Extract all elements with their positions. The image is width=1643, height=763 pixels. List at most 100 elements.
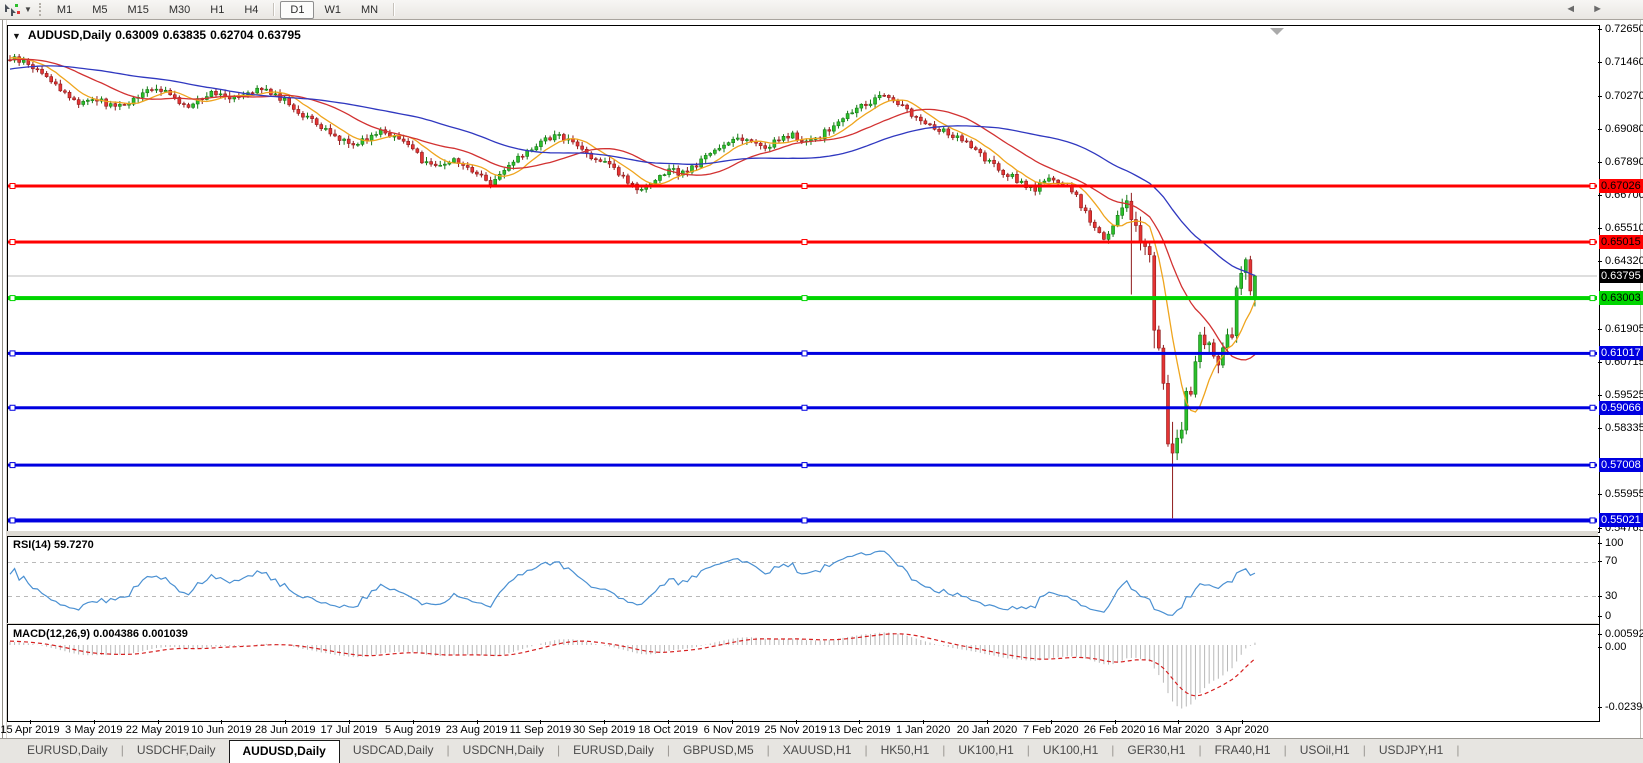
chart-symbol-period: AUDUSD,Daily xyxy=(27,28,112,42)
ohlc-high: 0.63835 xyxy=(162,28,207,42)
chart-tab-eurusd-daily[interactable]: EURUSD,Daily xyxy=(27,743,108,757)
tab-separator: | xyxy=(1283,743,1287,757)
price-tick xyxy=(1598,95,1602,97)
price-tick-label: 0.71460 xyxy=(1605,56,1643,69)
timeframe-button-h1[interactable]: H1 xyxy=(210,3,225,16)
date-tick xyxy=(412,720,414,724)
hline-handle xyxy=(9,517,16,524)
rsi-axis-label: 70 xyxy=(1605,555,1618,567)
date-label: 30 Sep 2019 xyxy=(572,724,636,736)
date-tick xyxy=(1178,720,1180,724)
date-label: 6 Nov 2019 xyxy=(703,724,760,736)
tab-scroll-arrows: ◄► xyxy=(1565,3,1619,15)
toolbar-separator xyxy=(273,3,276,16)
chart-tab-ger30-h1[interactable]: GER30,H1 xyxy=(1127,743,1186,757)
macd-signal-line xyxy=(9,633,1256,697)
ma-line-21 xyxy=(9,58,1256,361)
tab-separator: | xyxy=(1026,743,1030,757)
pane-divider[interactable] xyxy=(7,531,1598,536)
chart-tab-usdcad-daily[interactable]: USDCAD,Daily xyxy=(352,743,434,757)
price-tick-label: 0.58335 xyxy=(1605,422,1643,435)
chart-tab-usoil-h1[interactable]: USOil,H1 xyxy=(1299,743,1350,757)
candles-series xyxy=(8,53,1257,519)
timeframe-button-m30[interactable]: M30 xyxy=(168,3,191,16)
ohlc-open: 0.63009 xyxy=(115,28,159,42)
timeframe-toolbar: ▼ M1 M5 M15 M30 H1 H4 D1 W1 MN xyxy=(0,0,1643,20)
tab-separator: | xyxy=(1198,743,1202,757)
chart-tab-audusd-daily[interactable]: AUDUSD,Daily xyxy=(228,740,340,763)
macd-label: MACD(12,26,9) 0.004386 0.001039 xyxy=(13,628,188,640)
price-tick xyxy=(1598,394,1602,396)
chart-title[interactable]: ▼ AUDUSD,Daily 0.63009 0.63835 0.62704 0.6379… xyxy=(12,28,305,42)
date-label: 1 Jan 2020 xyxy=(895,724,951,736)
date-tick xyxy=(349,720,350,724)
price-tick xyxy=(1598,428,1602,430)
price-tick-label: 0.59525 xyxy=(1605,388,1643,401)
hline-handle xyxy=(9,183,16,189)
price-tick xyxy=(1598,29,1602,31)
tab-scroll-left-icon[interactable]: ◄ xyxy=(1565,3,1593,15)
date-tick xyxy=(987,720,988,724)
macd-axis-label: -0.023944 xyxy=(1605,701,1643,713)
main-price-pane[interactable] xyxy=(7,25,1600,533)
chart-tab-xauusd-h1[interactable]: XAUUSD,H1 xyxy=(782,743,852,757)
chart-tab-uk100-h1[interactable]: UK100,H1 xyxy=(1042,743,1099,757)
timeframe-button-d1[interactable]: D1 xyxy=(280,0,315,19)
price-tick xyxy=(1598,62,1602,64)
chart-profile-icon[interactable] xyxy=(3,2,21,17)
toolbar-drag-handle[interactable] xyxy=(38,3,41,16)
price-tick xyxy=(1598,361,1602,363)
chart-tab-eurusd-daily[interactable]: EURUSD,Daily xyxy=(573,743,654,757)
date-tick xyxy=(157,720,159,724)
price-tick xyxy=(1598,128,1602,130)
timeframe-button-w1[interactable]: W1 xyxy=(324,3,341,16)
tab-separator: | xyxy=(864,743,868,757)
timeframe-button-m5[interactable]: M5 xyxy=(92,3,108,16)
chart-tab-usdjpy-h1[interactable]: USDJPY,H1 xyxy=(1378,743,1444,757)
chart-tab-uk100-h1[interactable]: UK100,H1 xyxy=(958,743,1014,757)
rsi-pane[interactable] xyxy=(7,536,1600,625)
chart-tab-usdcnh-daily[interactable]: USDCNH,Daily xyxy=(462,743,545,757)
price-tick-label: 0.55955 xyxy=(1605,488,1643,501)
chart-tab-fra40-h1[interactable]: FRA40,H1 xyxy=(1214,743,1271,757)
price-tick xyxy=(1598,161,1602,163)
chart-tab-hk50-h1[interactable]: HK50,H1 xyxy=(880,743,930,757)
date-tick xyxy=(221,720,223,724)
chevron-down-icon[interactable]: ▼ xyxy=(24,5,32,14)
hline-handle xyxy=(9,239,16,246)
date-label: 3 Apr 2020 xyxy=(1215,724,1269,736)
price-badge-0.65015: 0.65015 xyxy=(1599,235,1643,250)
date-label: 28 Jun 2019 xyxy=(254,724,316,736)
pane-divider[interactable] xyxy=(7,623,1598,624)
chart-tab-gbpusd-m5[interactable]: GBPUSD,M5 xyxy=(682,743,754,757)
chart-tab-bar: EURUSD,Daily | USDCHF,Daily AUDUSD,Daily USD… xyxy=(0,738,1643,763)
price-badge-0.67026: 0.67026 xyxy=(1599,179,1643,193)
timeframe-button-m15[interactable]: M15 xyxy=(127,3,149,16)
timeframe-button-m1[interactable]: M1 xyxy=(56,3,73,16)
tab-scroll-right-icon[interactable]: ► xyxy=(1592,3,1619,15)
macd-pane[interactable] xyxy=(7,624,1600,722)
hline-handle xyxy=(1589,462,1596,469)
ma-line-8 xyxy=(9,57,1256,413)
hline-handle xyxy=(9,295,16,302)
timeframe-buttons: M1 M5 M15 M30 H1 H4 D1 W1 MN xyxy=(47,0,400,19)
timeframe-button-h4[interactable]: H4 xyxy=(244,3,259,16)
rsi-line xyxy=(9,550,1256,616)
hline-handle xyxy=(801,295,808,302)
rsi-chart xyxy=(8,550,1597,616)
date-tick xyxy=(859,720,861,724)
price-tick-label: 0.69080 xyxy=(1605,122,1643,135)
tab-separator: | xyxy=(1362,743,1366,757)
candlestick-chart xyxy=(8,28,1597,524)
date-tick xyxy=(540,720,542,724)
price-tick xyxy=(1598,328,1602,330)
date-label: 13 Dec 2019 xyxy=(828,724,891,736)
timeframe-button-mn[interactable]: MN xyxy=(360,3,379,16)
chart-tab-usdchf-daily[interactable]: USDCHF,Daily xyxy=(136,743,216,757)
hline-handle xyxy=(1589,517,1596,524)
chart-title-caret-icon[interactable]: ▼ xyxy=(12,31,21,41)
tab-separator: | xyxy=(666,743,670,757)
price-badge-0.61017: 0.61017 xyxy=(1599,346,1643,361)
hline-handle xyxy=(801,404,808,411)
